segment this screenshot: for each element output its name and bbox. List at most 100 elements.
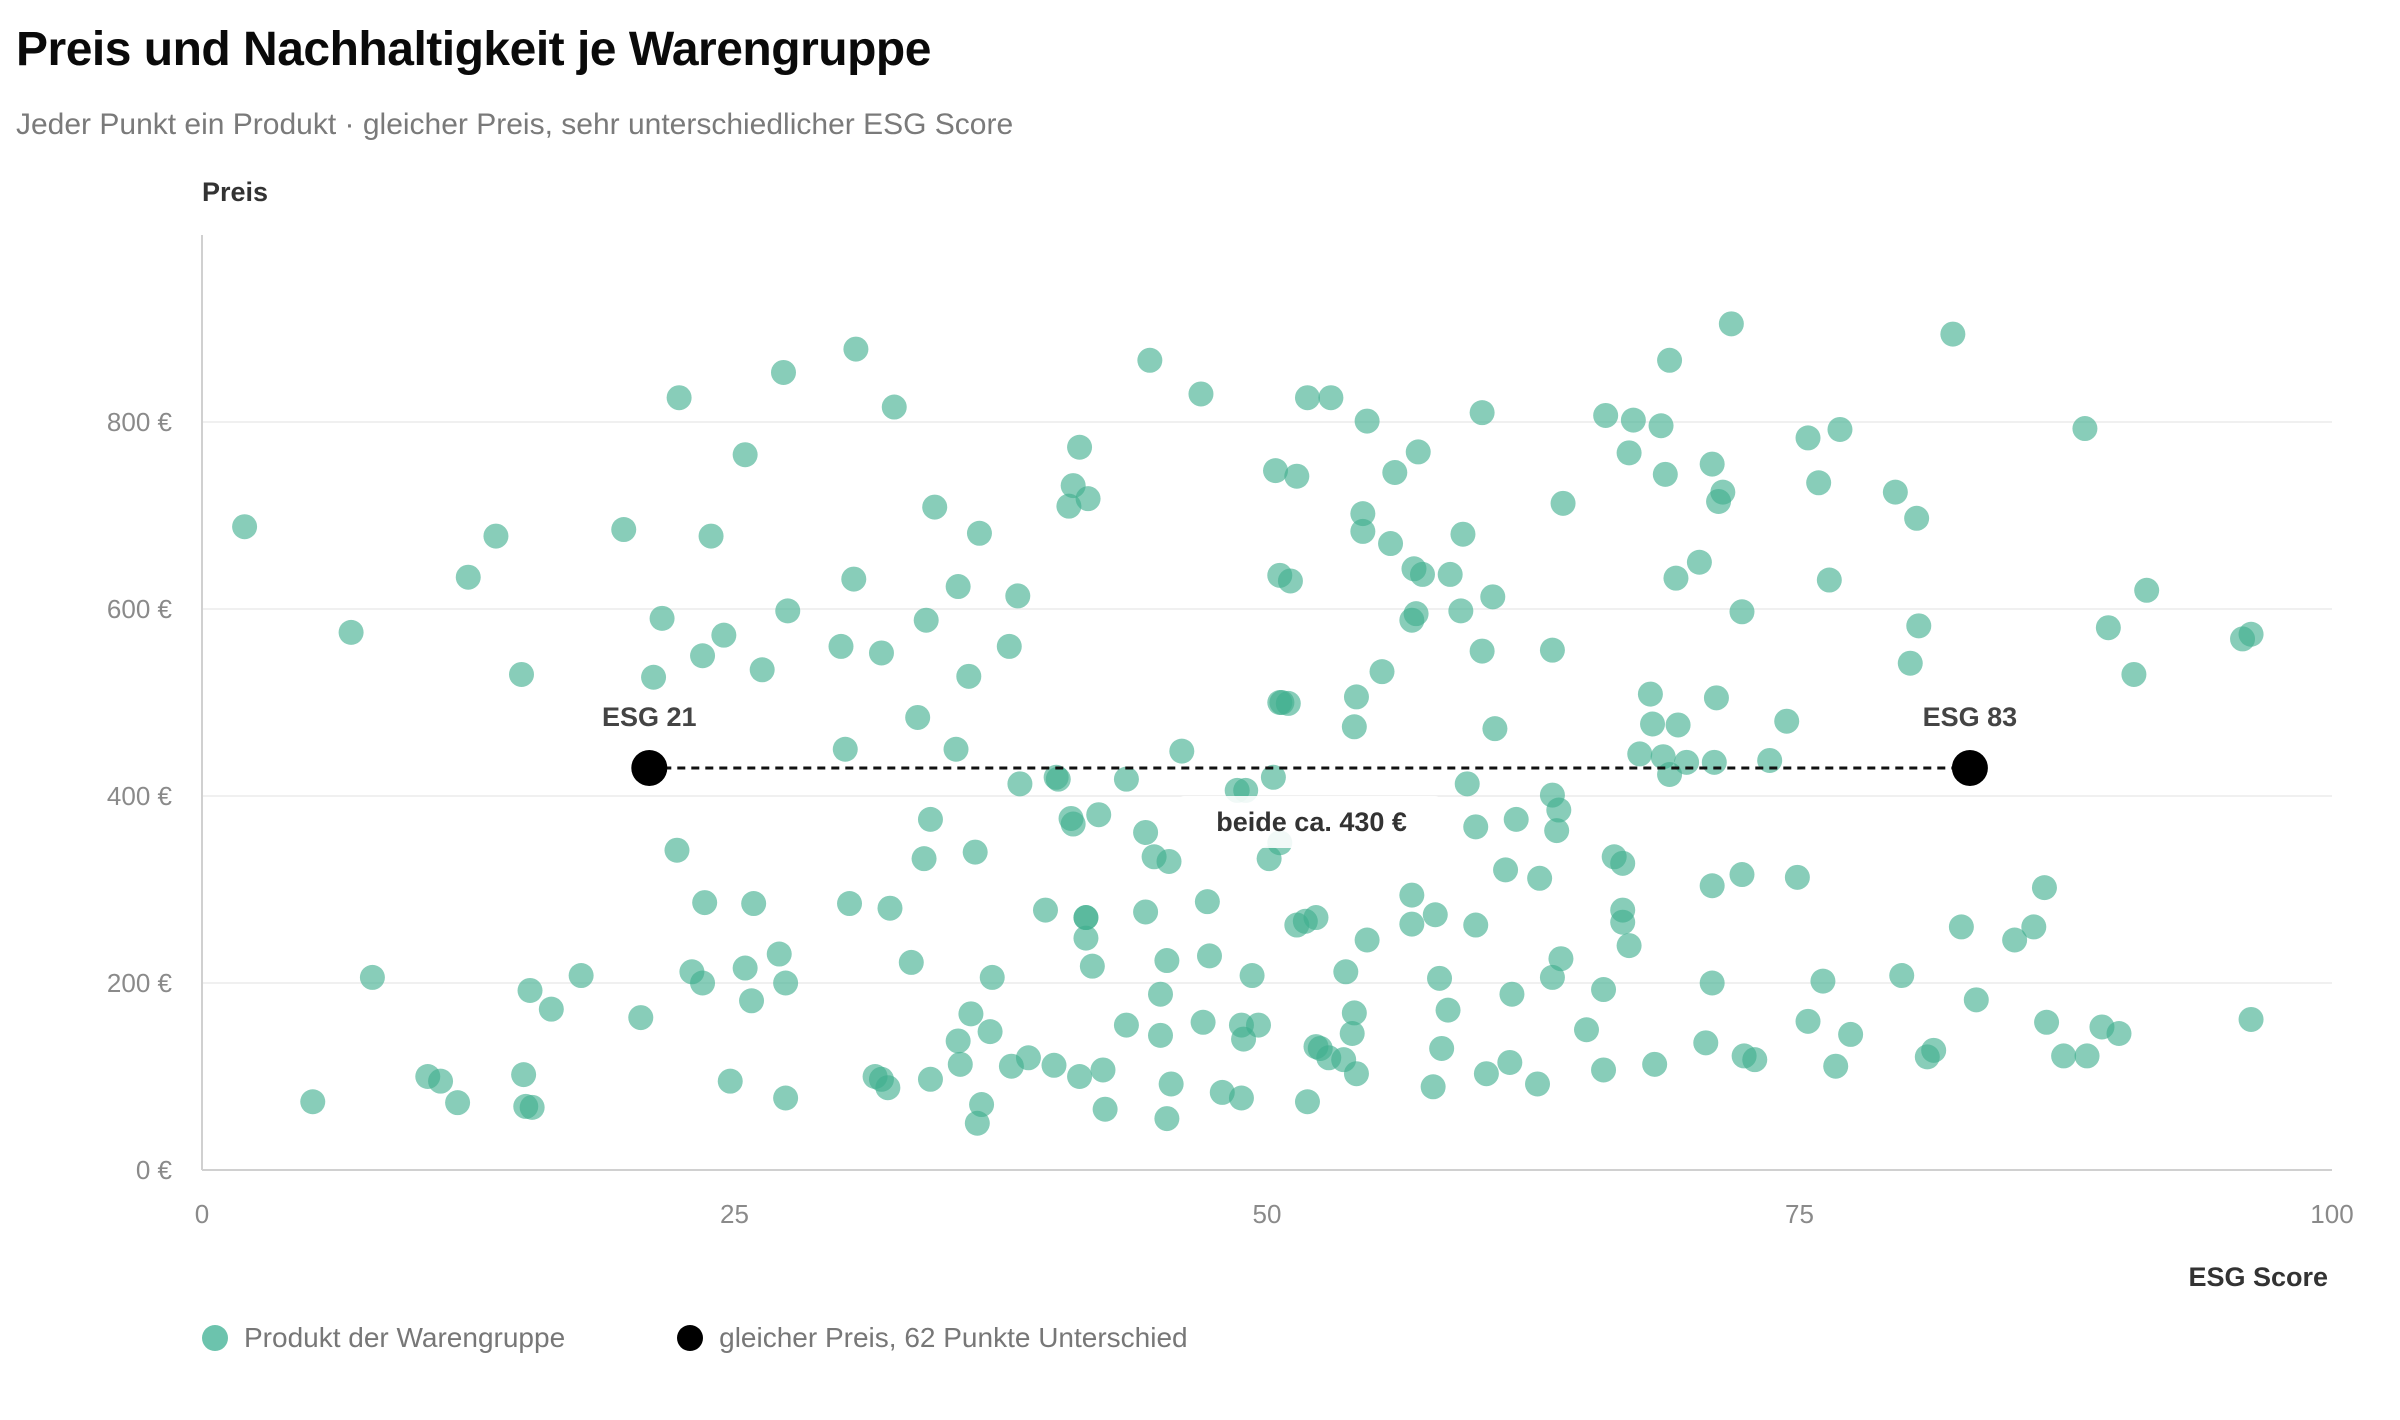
data-point xyxy=(1194,889,1220,915)
data-point xyxy=(1133,819,1159,845)
data-point xyxy=(1209,1079,1235,1105)
x-axis-title: ESG Score xyxy=(2188,1262,2328,1292)
legend: Produkt der Warengruppe gleicher Preis, … xyxy=(202,1322,1300,1354)
data-point xyxy=(1228,1085,1254,1111)
data-point xyxy=(538,996,564,1022)
legend-item-highlight: gleicher Preis, 62 Punkte Unterschied xyxy=(677,1322,1188,1354)
highlight-label: ESG 83 xyxy=(1923,702,2018,732)
data-point xyxy=(1154,1106,1180,1132)
data-point xyxy=(1427,965,1453,991)
data-point xyxy=(917,806,943,832)
x-tick-label: 0 xyxy=(195,1199,209,1229)
data-point xyxy=(1454,771,1480,797)
data-point xyxy=(511,1062,537,1088)
data-point xyxy=(1550,490,1576,516)
data-point xyxy=(977,1019,1003,1045)
data-point xyxy=(1499,981,1525,1007)
data-point xyxy=(1548,946,1574,972)
data-point xyxy=(732,955,758,981)
data-point xyxy=(1294,1089,1320,1115)
data-point xyxy=(1399,882,1425,908)
highlight-point xyxy=(1951,749,1988,786)
data-point xyxy=(1422,902,1448,928)
scatter-chart: 0 € 200 € 400 € 600 € 800 € 0 25 50 75 100 ESG 21… xyxy=(107,177,2354,1292)
data-point xyxy=(338,619,364,645)
data-point xyxy=(1897,650,1923,676)
data-point xyxy=(1795,425,1821,451)
data-point xyxy=(1648,413,1674,439)
data-point xyxy=(359,964,385,990)
data-point xyxy=(1637,681,1663,707)
data-point xyxy=(1616,440,1642,466)
data-point xyxy=(1718,311,1744,337)
data-point xyxy=(1341,714,1367,740)
data-point xyxy=(1527,865,1553,891)
legend-product-marker xyxy=(202,1325,228,1351)
legend-highlight-marker xyxy=(677,1325,704,1351)
data-point xyxy=(1665,712,1691,738)
data-point xyxy=(1133,899,1159,925)
data-point xyxy=(1333,959,1359,985)
chart-subtitle: Jeder Punkt ein Produkt · gleicher Preis… xyxy=(16,108,1014,141)
data-point xyxy=(690,643,716,669)
data-point xyxy=(1154,948,1180,974)
data-point xyxy=(1196,943,1222,969)
data-point xyxy=(679,959,705,985)
data-point xyxy=(1642,1051,1668,1077)
data-point xyxy=(1007,771,1033,797)
data-point xyxy=(1463,912,1489,938)
data-point xyxy=(1729,599,1755,625)
data-point xyxy=(1260,764,1286,790)
data-point xyxy=(1420,1074,1446,1100)
data-point xyxy=(1409,561,1435,587)
data-point xyxy=(2238,621,2264,647)
data-point xyxy=(1450,521,1476,547)
data-points xyxy=(232,311,2264,1136)
data-point xyxy=(1090,1057,1116,1083)
data-point xyxy=(641,664,667,690)
data-point xyxy=(1823,1053,1849,1079)
data-point xyxy=(911,846,937,872)
data-point xyxy=(1810,968,1836,994)
data-point xyxy=(2074,1043,2100,1069)
data-point xyxy=(877,895,903,921)
data-point xyxy=(1610,850,1636,876)
data-point xyxy=(1693,1030,1719,1056)
data-point xyxy=(898,949,924,975)
data-point xyxy=(1473,1061,1499,1087)
data-point xyxy=(828,633,854,659)
data-point xyxy=(945,574,971,600)
data-point xyxy=(1699,873,1725,899)
data-point xyxy=(956,663,982,689)
data-point xyxy=(773,970,799,996)
data-point xyxy=(1657,347,1683,373)
data-point xyxy=(1263,458,1289,484)
data-point xyxy=(943,736,969,762)
data-point xyxy=(1067,434,1093,460)
data-point xyxy=(1539,964,1565,990)
data-point xyxy=(1437,561,1463,587)
y-tick-label: 0 € xyxy=(136,1155,173,1185)
data-point xyxy=(2021,914,2047,940)
data-point xyxy=(1591,977,1617,1003)
data-point xyxy=(1073,905,1099,931)
data-point xyxy=(1086,802,1112,828)
data-point xyxy=(1294,385,1320,411)
data-point xyxy=(1148,1022,1173,1048)
data-point xyxy=(1079,953,1105,979)
data-point xyxy=(1482,716,1508,742)
data-point xyxy=(1067,1064,1093,1089)
data-point xyxy=(1341,1000,1367,1026)
data-point xyxy=(1339,1020,1365,1046)
data-point xyxy=(1774,708,1800,734)
data-point xyxy=(649,605,675,631)
data-point xyxy=(1354,408,1380,434)
highlight-annotation: ESG 21 ESG 83 beide ca. 430 € xyxy=(602,702,2017,848)
data-point xyxy=(1239,963,1265,989)
data-point xyxy=(1429,1035,1455,1061)
data-point xyxy=(1544,818,1570,844)
data-point xyxy=(868,640,894,666)
data-point xyxy=(692,890,718,916)
data-point xyxy=(1113,1012,1139,1038)
data-point xyxy=(1369,659,1395,685)
